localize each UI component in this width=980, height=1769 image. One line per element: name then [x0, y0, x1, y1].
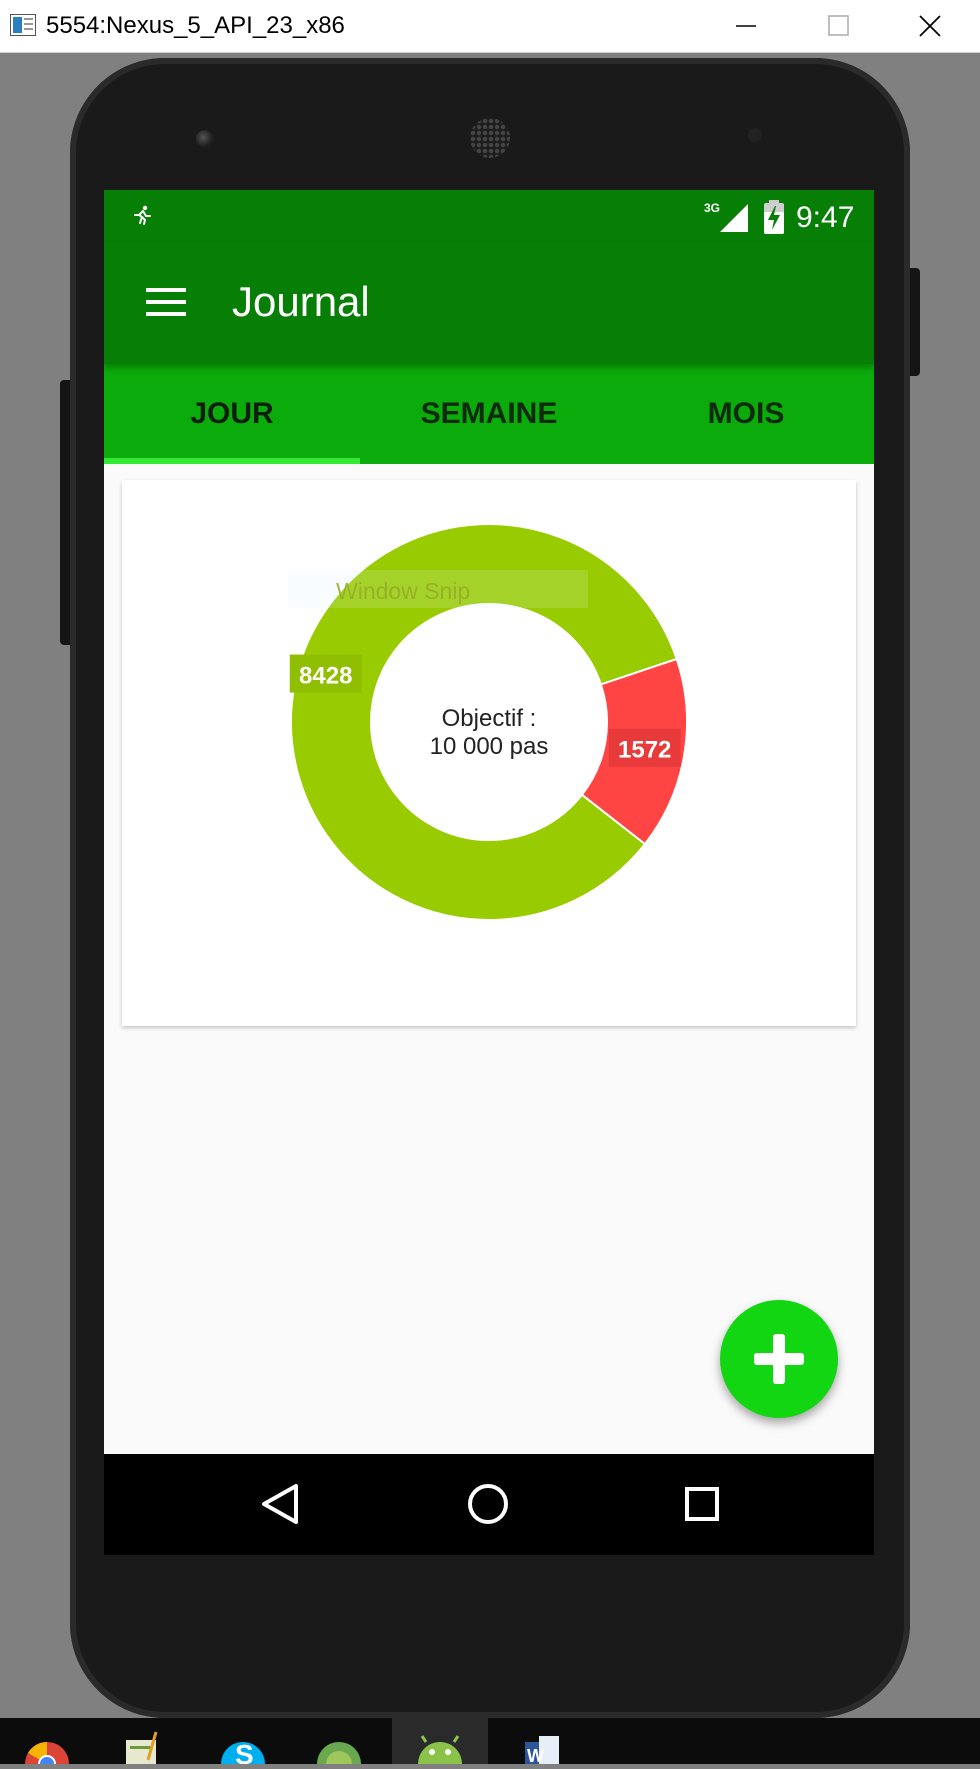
slice-label-8428: 8428: [299, 663, 352, 690]
status-time: 9:47: [796, 201, 855, 234]
close-button[interactable]: [884, 0, 976, 52]
status-bar: 3G 9:47: [104, 190, 874, 242]
back-icon[interactable]: [250, 1474, 310, 1534]
tab-jour[interactable]: JOUR: [190, 397, 274, 430]
window-snip-label: Window Snip: [336, 578, 471, 604]
home-icon[interactable]: [458, 1474, 518, 1534]
signal-3g-icon: 3G: [704, 201, 748, 232]
slice-label-background: [608, 728, 681, 767]
window-title: 5554:Nexus_5_API_23_x86: [46, 12, 345, 39]
chart-card: Objectif : 10 000 pas 8428 1572: [122, 480, 856, 1026]
app-window-icon: [10, 14, 36, 36]
notepad-icon[interactable]: [110, 1718, 176, 1764]
close-icon: [919, 15, 941, 37]
maximize-button[interactable]: [792, 0, 884, 52]
front-camera: [196, 130, 214, 148]
donut-slice-8428[interactable]: [290, 523, 678, 921]
recent-apps-icon[interactable]: [672, 1474, 732, 1534]
tab-bar: JOUR SEMAINE MOIS: [104, 364, 874, 464]
earpiece-speaker: [470, 118, 510, 158]
center-text-line1: Objectif :: [442, 705, 537, 732]
network-type-label: 3G: [704, 201, 720, 215]
minimize-icon: [736, 25, 756, 27]
add-icon: [754, 1334, 804, 1384]
running-figure-icon: [134, 205, 151, 225]
hamburger-menu-icon[interactable]: [144, 280, 188, 324]
svg-text:S: S: [235, 1739, 254, 1764]
minimize-button[interactable]: [700, 0, 792, 52]
word-icon[interactable]: W: [505, 1718, 571, 1764]
skype-icon[interactable]: S: [210, 1718, 276, 1764]
volume-button[interactable]: [60, 380, 70, 645]
svg-text:W: W: [527, 1746, 544, 1764]
android-emulator-icon: [418, 1735, 462, 1764]
android-emulator-taskbar-button[interactable]: [392, 1718, 488, 1764]
tab-semaine[interactable]: SEMAINE: [420, 397, 558, 430]
slice-label-1572: 1572: [618, 737, 671, 764]
proximity-sensor: [748, 128, 762, 142]
tab-mois[interactable]: MOIS: [707, 397, 785, 430]
page-title: Journal: [232, 278, 370, 325]
windows-taskbar: S W: [0, 1718, 980, 1764]
tab-indicator: [104, 458, 360, 464]
center-text-line2: 10 000 pas: [430, 733, 549, 760]
window-snip-overlay: [288, 570, 588, 608]
battery-charging-icon: [764, 200, 784, 234]
device-screen: 3G 9:47 Journal JOUR SEMAINE MOIS Object…: [104, 190, 874, 1555]
app-bar: Journal: [104, 242, 874, 364]
emulator-title-bar: 5554:Nexus_5_API_23_x86: [0, 0, 980, 53]
add-button[interactable]: [720, 1300, 838, 1418]
power-button[interactable]: [910, 268, 920, 376]
navigation-bar: [104, 1454, 874, 1555]
donut-chart[interactable]: Objectif : 10 000 pas 8428 1572: [122, 480, 856, 1026]
maximize-icon: [828, 15, 849, 36]
chrome-icon[interactable]: [14, 1718, 80, 1764]
slice-label-background: [289, 654, 362, 693]
android-studio-icon[interactable]: [306, 1718, 372, 1764]
